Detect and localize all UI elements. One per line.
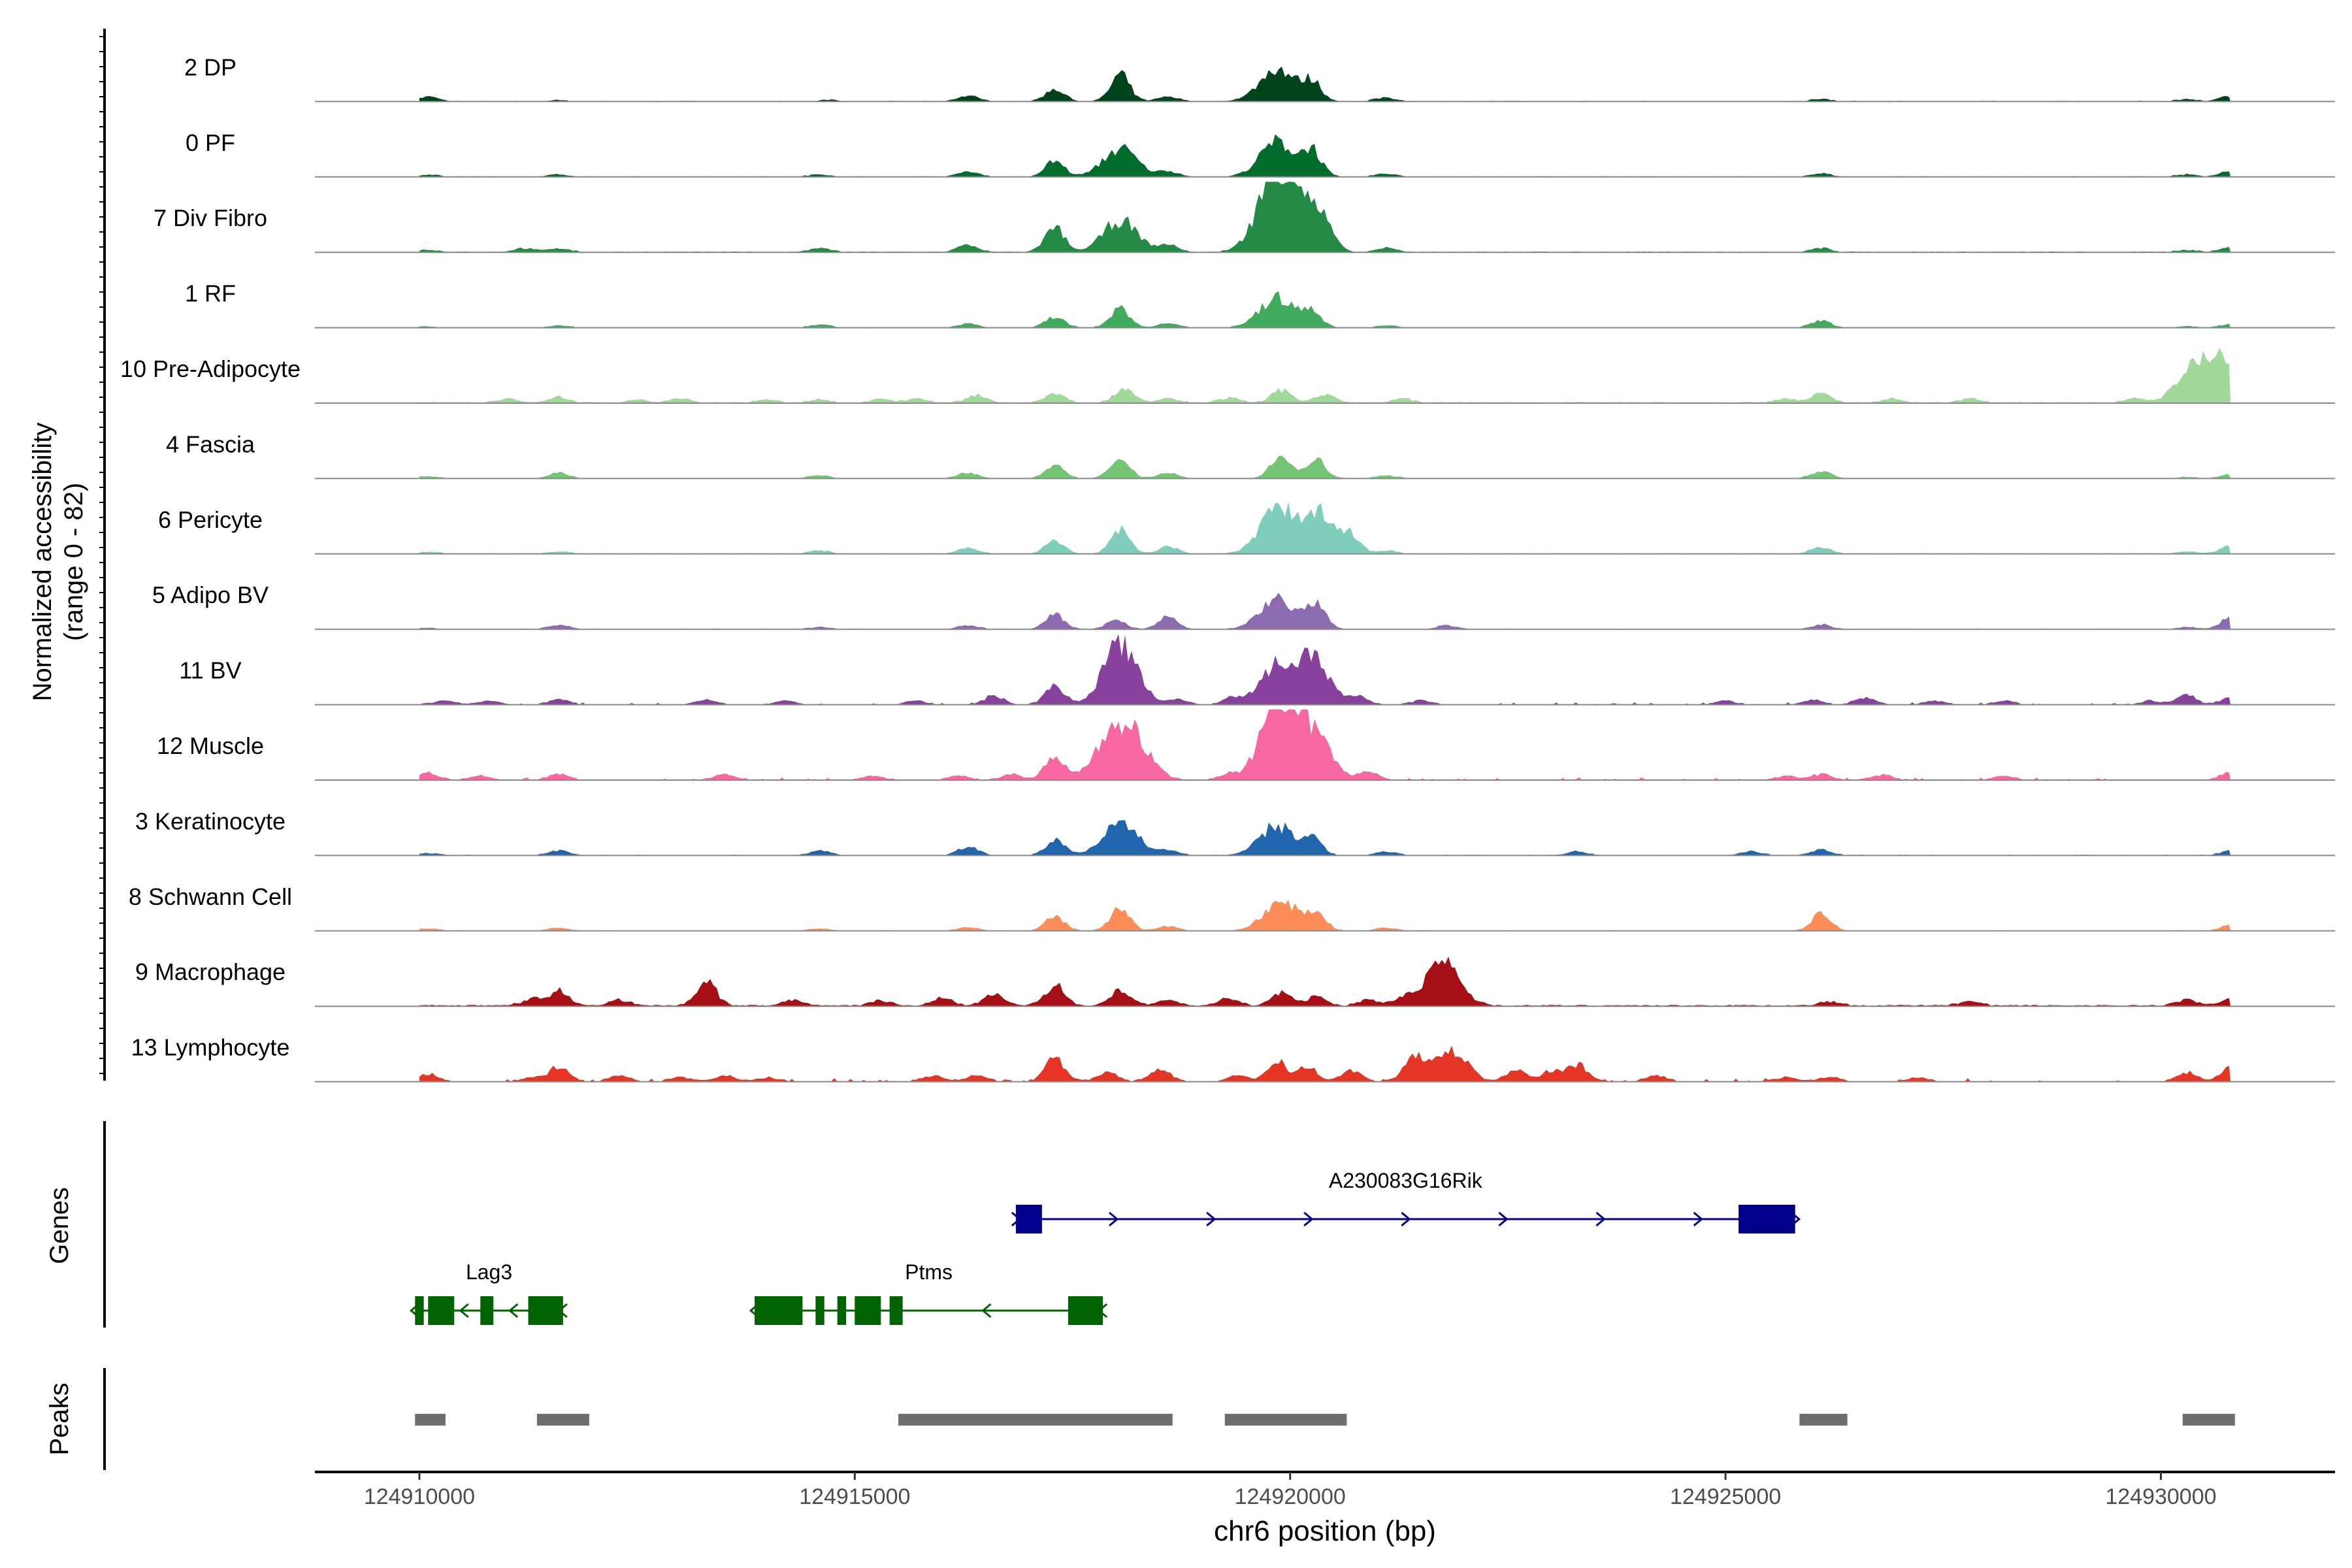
strand-arrow: [1109, 1211, 1119, 1227]
peak-region: [1224, 1414, 1347, 1426]
exon: [855, 1296, 881, 1325]
strand-arrow: [1595, 1211, 1606, 1227]
track-label: 8 Schwann Cell: [129, 883, 292, 910]
track-label: 0 PF: [186, 129, 235, 156]
track-label: 7 Div Fibro: [154, 204, 267, 231]
gene-label: Lag3: [466, 1260, 512, 1284]
exon: [480, 1296, 494, 1325]
track-label: 5 Adipo BV: [152, 581, 269, 608]
track-8: 5 Adipo BV: [152, 581, 2335, 630]
strand-arrow: [1498, 1211, 1509, 1227]
coverage-area: [419, 900, 2231, 931]
exon: [415, 1296, 424, 1325]
strand-arrow: [981, 1303, 992, 1318]
track-label: 10 Pre-Adipocyte: [120, 355, 301, 382]
track-7: 6 Pericyte: [158, 502, 2335, 555]
peaks-label: Peaks: [45, 1382, 74, 1455]
peak-region: [898, 1414, 1173, 1426]
x-tick-label: 124930000: [2105, 1484, 2216, 1509]
track-13: 9 Macrophage: [135, 956, 2335, 1007]
track-6: 4 Fascia: [166, 431, 2335, 480]
exon: [1739, 1205, 1795, 1233]
track-10: 12 Muscle: [157, 710, 2335, 781]
y-axis-label: Normalized accessibility: [28, 423, 57, 702]
x-tick-label: 124910000: [364, 1484, 475, 1509]
track-label: 13 Lymphocyte: [131, 1034, 290, 1061]
coverage-area: [419, 66, 2231, 102]
track-label: 1 RF: [185, 280, 236, 307]
coverage-area: [419, 291, 2231, 328]
strand-arrow: [1303, 1211, 1314, 1227]
track-label: 12 Muscle: [157, 732, 264, 759]
gene-A230083G16Rik: A230083G16Rik: [1011, 1169, 1801, 1233]
peak-region: [1799, 1414, 1848, 1426]
exon: [837, 1296, 846, 1325]
strand-arrow: [459, 1303, 469, 1318]
track-label: 11 BV: [179, 657, 241, 684]
x-tick-label: 124925000: [1670, 1484, 1781, 1509]
strand-arrow: [1693, 1211, 1703, 1227]
y-axis-range-label: (range 0 - 82): [59, 483, 88, 641]
strand-arrow: [1401, 1211, 1411, 1227]
coverage-tracks: 2 DP 0 PF 7 Div Fibro 1 RF 10 Pre-Adipocyte 4…: [120, 54, 2335, 1083]
coverage-area: [419, 710, 2231, 780]
genes-label: Genes: [45, 1187, 74, 1264]
track-2: 0 PF: [186, 129, 2335, 178]
track-14: 13 Lymphocyte: [131, 1034, 2335, 1083]
gene-Ptms: Ptms: [749, 1260, 1108, 1325]
peak-region: [2182, 1414, 2235, 1426]
x-axis-ticks: 124910000 124915000 124920000 124925000 1249…: [364, 1472, 2217, 1509]
exon: [1015, 1205, 1042, 1233]
gene-label: A230083G16Rik: [1329, 1169, 1483, 1192]
exon: [889, 1296, 903, 1325]
coverage-area: [419, 134, 2231, 177]
coverage-area: [419, 182, 2231, 253]
track-11: 3 Keratinocyte: [135, 808, 2335, 857]
peak-region: [415, 1414, 446, 1426]
track-label: 9 Macrophage: [135, 958, 286, 985]
exon: [428, 1296, 455, 1325]
track-9: 11 BV: [179, 634, 2335, 706]
track-4: 1 RF: [185, 280, 2335, 329]
coverage-area: [419, 634, 2231, 705]
track-1: 2 DP: [184, 54, 2335, 103]
track-5: 10 Pre-Adipocyte: [120, 348, 2335, 404]
coverage-area: [419, 348, 2231, 403]
exon: [528, 1296, 563, 1325]
strand-arrow: [1206, 1211, 1217, 1227]
coverage-area: [419, 1045, 2231, 1082]
track-label: 3 Keratinocyte: [135, 808, 286, 834]
gene-label: Ptms: [905, 1260, 953, 1284]
track-label: 4 Fascia: [166, 431, 255, 457]
peak-region: [536, 1414, 589, 1426]
exon: [815, 1296, 825, 1325]
track-label: 6 Pericyte: [158, 506, 263, 533]
exon: [755, 1296, 803, 1325]
track-label: 2 DP: [184, 54, 237, 80]
peaks-track: [415, 1414, 2235, 1426]
track-12: 8 Schwann Cell: [129, 883, 2335, 932]
strand-arrow: [508, 1303, 519, 1318]
coverage-area: [419, 593, 2231, 630]
coverage-area: [419, 956, 2231, 1007]
coverage-y-axis: [99, 29, 106, 1081]
x-axis-label: chr6 position (bp): [1214, 1515, 1436, 1547]
coverage-area: [419, 820, 2231, 856]
coverage-area: [419, 502, 2231, 554]
gene-annotation-track: A230083G16Rik Lag3 Ptms: [409, 1169, 1801, 1325]
coverage-area: [419, 455, 2231, 479]
x-tick-label: 124920000: [1235, 1484, 1346, 1509]
x-tick-label: 124915000: [799, 1484, 910, 1509]
exon: [1068, 1296, 1103, 1325]
gene-Lag3: Lag3: [409, 1260, 568, 1325]
track-3: 7 Div Fibro: [154, 182, 2335, 253]
